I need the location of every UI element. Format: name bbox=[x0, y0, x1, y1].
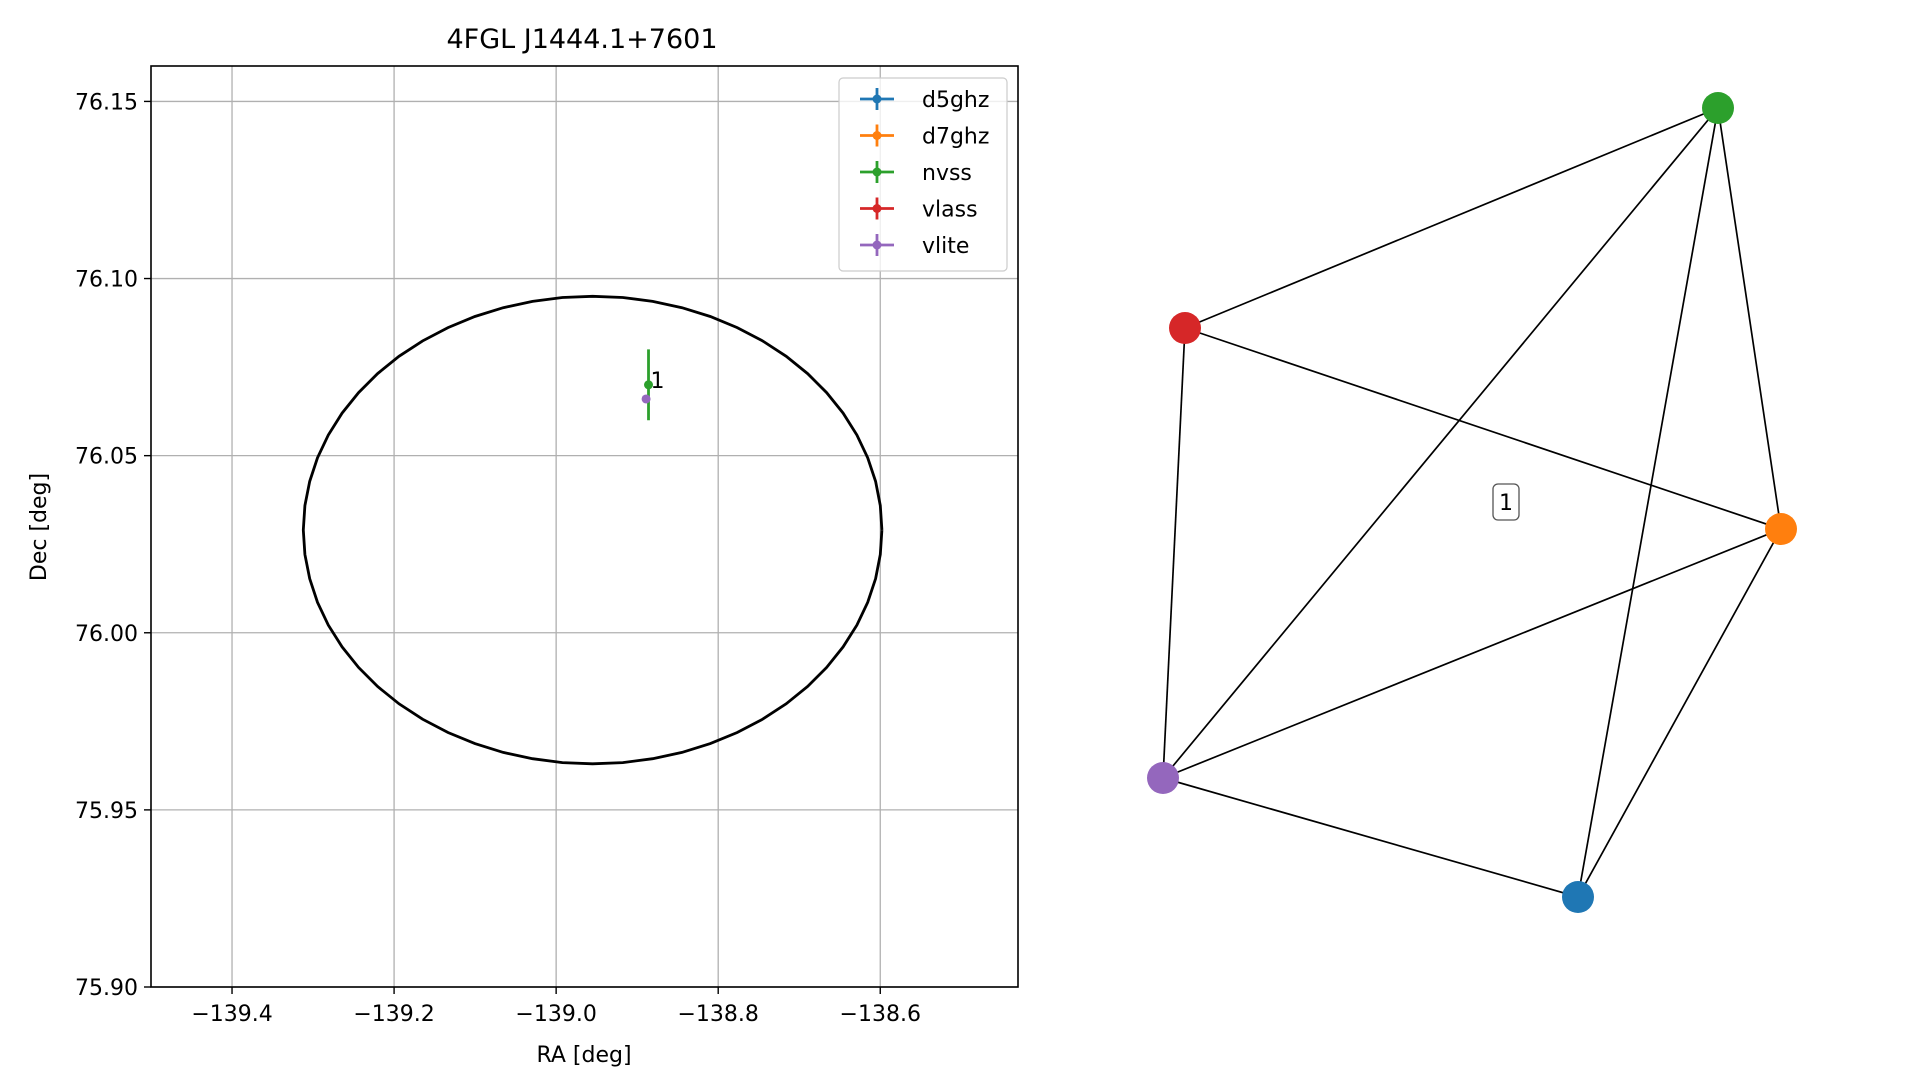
point-annotation: 1 bbox=[651, 369, 665, 394]
graph-edges bbox=[1162, 107, 1782, 898]
data-points bbox=[641, 349, 654, 421]
legend-label: d5ghz bbox=[922, 88, 989, 113]
edge-vlass-vlite bbox=[1162, 327, 1186, 779]
edge-nvss-d5ghz bbox=[1577, 107, 1719, 898]
node-vlass bbox=[1169, 312, 1201, 344]
y-tick-label: 76.00 bbox=[75, 622, 138, 647]
x-tick-label: −139.4 bbox=[191, 1002, 272, 1027]
axes-frame bbox=[150, 65, 1019, 988]
graph-label: 1 bbox=[1492, 483, 1520, 521]
y-tick-label: 76.10 bbox=[75, 268, 138, 293]
legend: d5ghz d7ghz nvss vlass vlite bbox=[838, 77, 1008, 272]
x-ticks: −139.4 −139.2 −139.0 −138.8 −138.6 bbox=[191, 987, 921, 1027]
x-tick-label: −138.6 bbox=[840, 1002, 921, 1027]
edge-nvss-d7ghz bbox=[1717, 107, 1782, 530]
legend-entry-nvss: nvss bbox=[860, 161, 972, 186]
legend-entries: d5ghz d7ghz nvss vlass vlite bbox=[860, 88, 989, 259]
y-tick-label: 75.95 bbox=[75, 799, 138, 824]
y-tick-label: 76.05 bbox=[75, 445, 138, 470]
legend-label: nvss bbox=[922, 161, 972, 186]
y-tick-label: 75.90 bbox=[75, 976, 138, 1001]
legend-marker-dot bbox=[872, 167, 882, 177]
x-tick-label: −139.2 bbox=[353, 1002, 434, 1027]
legend-label: vlass bbox=[922, 198, 978, 223]
legend-entry-d5ghz: d5ghz bbox=[860, 88, 989, 113]
legend-entry-vlass: vlass bbox=[860, 197, 978, 223]
node-d5ghz bbox=[1562, 881, 1594, 913]
point-vlite bbox=[641, 394, 651, 404]
scatter-plot: 4FGL J1444.1+7601 1 −139.4 −139.2 −139.0 −1… bbox=[27, 24, 1019, 1068]
legend-marker-dot bbox=[872, 240, 882, 250]
legend-label: vlite bbox=[922, 234, 969, 259]
legend-label: d7ghz bbox=[922, 125, 989, 150]
legend-marker-dot bbox=[872, 131, 882, 140]
legend-entry-vlite: vlite bbox=[860, 234, 969, 259]
error-ellipse-layer bbox=[301, 294, 884, 766]
edge-nvss-vlite bbox=[1162, 107, 1719, 779]
point-nvss bbox=[644, 380, 654, 390]
x-axis-label: RA [deg] bbox=[536, 1043, 631, 1068]
legend-box bbox=[838, 77, 1008, 272]
legend-marker-dot bbox=[872, 94, 882, 104]
x-tick-label: −138.8 bbox=[677, 1002, 758, 1027]
graph-label-text: 1 bbox=[1499, 491, 1513, 516]
y-tick-label: 76.15 bbox=[75, 90, 138, 115]
chart-title: 4FGL J1444.1+7601 bbox=[446, 24, 717, 55]
node-d7ghz bbox=[1765, 513, 1797, 545]
edge-vlass-d7ghz bbox=[1184, 327, 1782, 530]
y-axis-label: Dec [deg] bbox=[27, 473, 52, 581]
annotations: 1 bbox=[651, 369, 665, 394]
node-vlite bbox=[1147, 762, 1179, 794]
network-graph: 1 bbox=[1147, 92, 1797, 913]
graph-label-box bbox=[1492, 483, 1520, 521]
x-tick-label: −139.0 bbox=[515, 1002, 596, 1027]
edge-d7ghz-d5ghz bbox=[1577, 528, 1782, 898]
node-nvss bbox=[1702, 92, 1734, 124]
error-ellipse bbox=[301, 294, 884, 766]
graph-nodes bbox=[1147, 92, 1797, 913]
edge-d7ghz-vlite bbox=[1162, 528, 1782, 779]
legend-entry-d7ghz: d7ghz bbox=[860, 124, 989, 150]
y-ticks: 75.90 75.95 76.00 76.05 76.10 76.15 bbox=[75, 90, 151, 1001]
edge-vlass-nvss bbox=[1184, 107, 1719, 329]
edge-vlite-d5ghz bbox=[1162, 777, 1579, 898]
legend-marker-dot bbox=[872, 204, 882, 213]
